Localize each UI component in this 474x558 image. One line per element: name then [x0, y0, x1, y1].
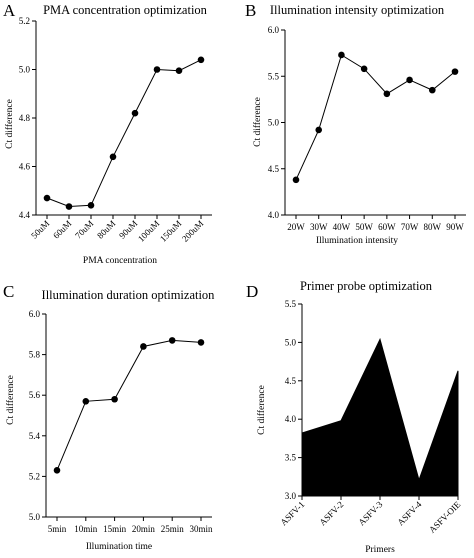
- y-tick-label: 5.8: [29, 350, 41, 360]
- x-tick-label: 80uM: [95, 218, 117, 240]
- x-tick-label: 40W: [333, 222, 351, 232]
- data-point: [153, 66, 161, 73]
- panel-letter: A: [3, 1, 16, 20]
- y-tick-label: 5.0: [19, 65, 31, 75]
- data-point: [315, 126, 323, 134]
- data-point: [428, 86, 436, 94]
- data-point: [292, 176, 300, 184]
- data-point: [53, 467, 61, 474]
- chart-title: Illumination intensity optimization: [270, 3, 445, 17]
- y-tick-label: 4.0: [268, 210, 280, 220]
- data-point: [338, 51, 345, 59]
- data-point: [82, 397, 90, 405]
- panel-c: C Illumination duration optimization Ill…: [3, 282, 215, 552]
- y-tick-label: 4.5: [268, 164, 280, 174]
- x-axis-label: Illumination intensity: [316, 236, 398, 246]
- y-tick-label: 6.0: [268, 25, 280, 35]
- panel-letter: D: [246, 282, 258, 301]
- x-axis-label: PMA concentration: [83, 256, 157, 266]
- data-point: [451, 68, 459, 75]
- x-tick-label: 80W: [424, 222, 442, 232]
- y-tick-label: 6.0: [29, 309, 41, 319]
- y-tick-label: 5.6: [29, 390, 41, 400]
- series-line: [46, 59, 202, 208]
- series-line: [295, 54, 456, 181]
- y-axis-label: Ct difference: [252, 97, 263, 147]
- data-point: [360, 65, 368, 73]
- data-point: [406, 76, 413, 84]
- x-tick-label: 15min: [103, 524, 127, 534]
- chart-title: PMA concentration optimization: [43, 3, 208, 17]
- x-tick-label: 70W: [401, 222, 419, 232]
- y-tick-label: 3.5: [285, 453, 297, 463]
- chart-title: Illumination duration optimization: [42, 288, 216, 302]
- x-tick-label: ASFV-4: [395, 499, 423, 527]
- data-point: [109, 153, 117, 161]
- y-tick-label: 4.5: [285, 376, 297, 386]
- data-point: [131, 109, 139, 117]
- x-axis-label: Illumination time: [86, 542, 152, 552]
- panel-b: B Illumination intensity optimization Il…: [245, 1, 466, 246]
- x-tick-label: ASFV-OIE: [427, 499, 463, 535]
- data-point: [197, 339, 205, 346]
- x-tick-label: 10min: [74, 524, 98, 534]
- x-tick-label: ASFV-2: [317, 499, 345, 527]
- y-tick-label: 5.2: [29, 471, 40, 481]
- x-tick-label: 150uM: [158, 218, 183, 243]
- x-tick-label: 50W: [355, 222, 373, 232]
- x-tick-label: 25min: [161, 524, 185, 534]
- x-tick-label: 20min: [132, 524, 156, 534]
- y-tick-label: 5.5: [268, 71, 280, 81]
- x-tick-label: 90W: [446, 222, 464, 232]
- x-tick-label: ASFV-1: [278, 499, 306, 527]
- y-axis-label: Ct difference: [5, 375, 16, 425]
- x-tick-label: 60W: [378, 222, 396, 232]
- y-axis-label: Ct difference: [256, 385, 267, 435]
- x-tick-label: 70uM: [73, 218, 95, 240]
- chart-title: Primer probe optimization: [300, 279, 433, 293]
- y-tick-label: 4.0: [285, 414, 297, 424]
- x-tick-label: 100uM: [136, 218, 161, 243]
- x-tick-label: 60uM: [51, 218, 73, 240]
- data-point: [197, 56, 205, 64]
- y-axis-label: Ct difference: [4, 99, 15, 149]
- x-tick-label: 200uM: [180, 218, 205, 243]
- x-tick-label: 30W: [310, 222, 328, 232]
- panel-a: A PMA concentration optimization PMA con…: [3, 1, 212, 266]
- y-tick-label: 3.0: [285, 491, 297, 501]
- area-series: [301, 337, 459, 497]
- panel-letter: B: [245, 1, 256, 20]
- x-tick-label: 5min: [48, 524, 67, 534]
- data-point: [175, 67, 183, 75]
- data-point: [140, 343, 147, 350]
- x-tick-label: 20W: [287, 222, 305, 232]
- data-point: [168, 337, 176, 344]
- y-tick-label: 4.4: [19, 210, 31, 220]
- series-line: [56, 339, 202, 471]
- y-tick-label: 5.5: [285, 299, 297, 309]
- panel-letter: C: [3, 282, 14, 301]
- x-tick-label: ASFV-3: [356, 499, 384, 527]
- data-point: [87, 202, 95, 209]
- x-axis-label: Primers: [365, 545, 395, 555]
- x-tick-label: 30min: [189, 524, 213, 534]
- y-tick-label: 5.4: [29, 431, 41, 441]
- panel-d: D Primer probe optimization Primers Ct d…: [246, 279, 463, 555]
- y-tick-label: 4.8: [19, 113, 31, 123]
- y-tick-label: 5.0: [268, 118, 280, 128]
- y-tick-label: 5.0: [285, 337, 297, 347]
- data-point: [383, 90, 391, 98]
- y-tick-label: 5.0: [29, 512, 41, 522]
- y-tick-label: 4.6: [19, 162, 31, 172]
- x-tick-label: 50uM: [29, 218, 51, 240]
- data-point: [111, 395, 118, 403]
- y-tick-label: 5.2: [19, 16, 30, 26]
- data-point: [65, 203, 73, 210]
- data-point: [43, 194, 51, 202]
